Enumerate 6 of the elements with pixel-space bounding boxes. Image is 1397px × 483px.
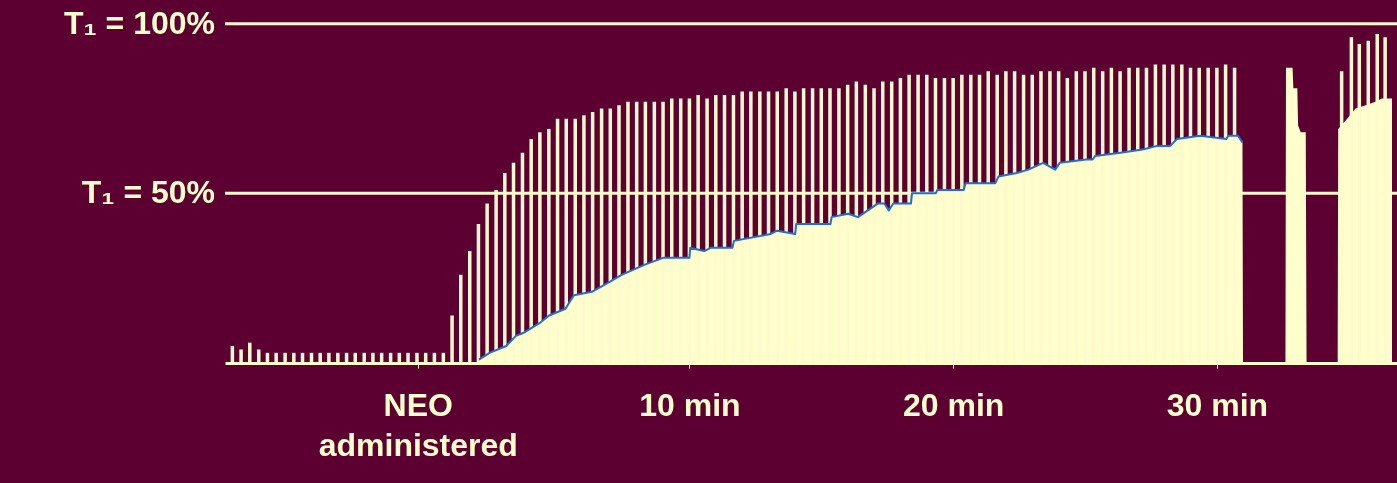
x-tick-label: 10 min: [639, 386, 741, 423]
ref-line-label: T₁ = 50%: [81, 174, 215, 211]
x-tick-label: NEO administered: [318, 386, 518, 463]
ref-line-label: T₁ = 100%: [63, 4, 215, 41]
x-tick-label: 30 min: [1166, 386, 1269, 423]
x-tick-label: 20 min: [902, 386, 1005, 423]
